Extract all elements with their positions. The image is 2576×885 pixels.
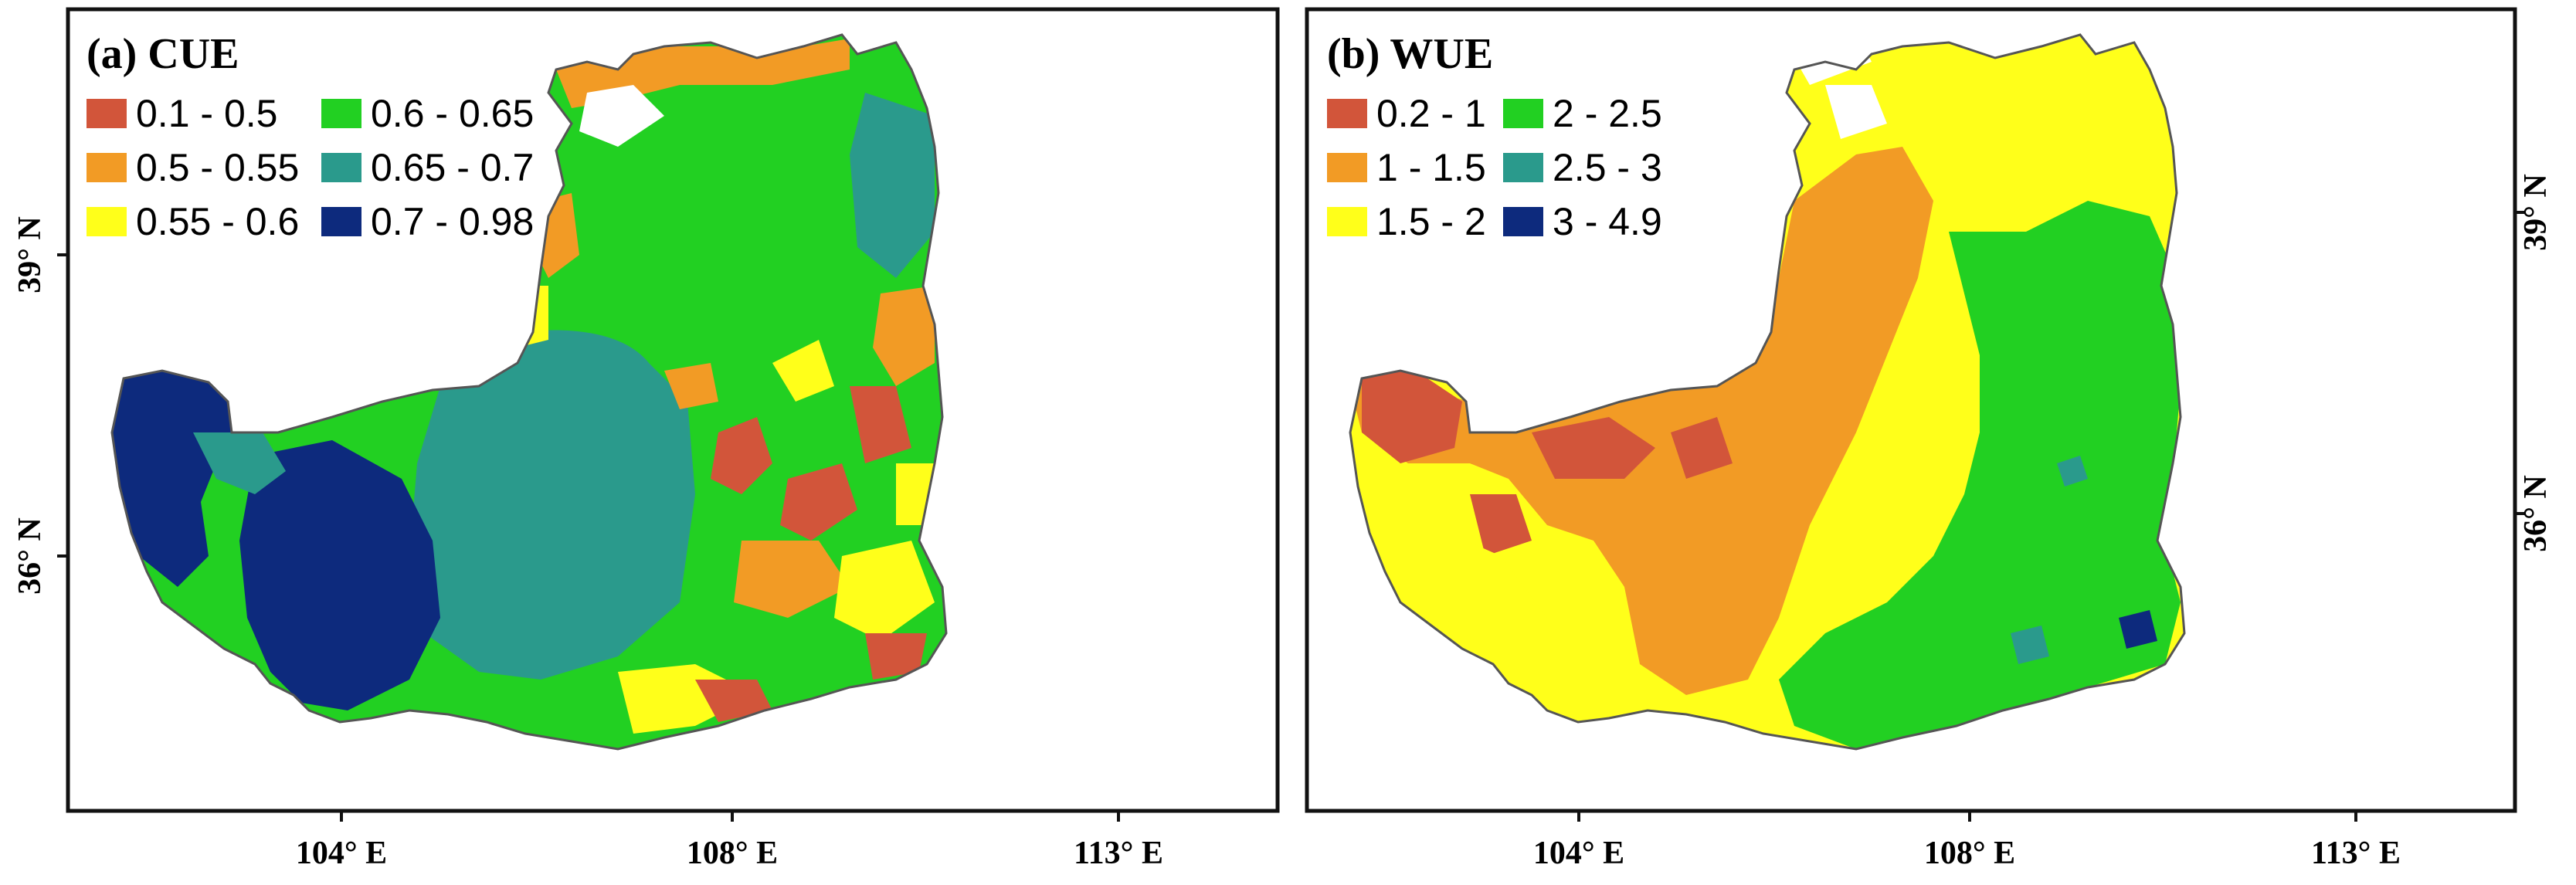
legend-swatch-cue-1 [87,99,127,128]
y-tick-label-wue-36: 36° N [2518,475,2554,552]
y-tick-label-cue-39: 39° N [12,216,48,293]
legend-label-cue-3: 0.55 - 0.6 [136,200,299,243]
x-tick-label-cue-104: 104° E [296,836,387,871]
legend-label-wue-5: 2.5 - 3 [1553,146,1662,189]
x-tick-label-cue-113: 113° E [1074,836,1163,871]
x-tick-label-cue-108: 108° E [687,836,778,871]
legend-label-cue-1: 0.1 - 0.5 [136,92,277,135]
y-tick-label-wue-39: 39° N [2518,174,2554,251]
legend-swatch-wue-4 [1503,99,1543,128]
legend-swatch-wue-6 [1503,207,1543,236]
y-axis-wue [2515,211,2526,515]
panel-wue: (b) WUE 0.2 - 1 1 - 1.5 1.5 - 2 2 - 2.5 … [1305,7,2554,871]
panel-title-cue: (a) CUE [87,30,239,78]
legend-label-wue-3: 1.5 - 2 [1376,200,1486,243]
legend-label-cue-6: 0.7 - 0.98 [371,200,534,243]
legend-swatch-wue-1 [1327,99,1367,128]
legend-swatch-cue-3 [87,207,127,236]
legend-wue: 0.2 - 1 1 - 1.5 1.5 - 2 2 - 2.5 2.5 - 3 … [1327,92,1662,243]
legend-cue: 0.1 - 0.5 0.5 - 0.55 0.55 - 0.6 0.6 - 0.… [87,92,534,243]
legend-swatch-cue-4 [321,99,361,128]
legend-label-wue-4: 2 - 2.5 [1553,92,1662,135]
legend-swatch-wue-3 [1327,207,1367,236]
legend-label-cue-2: 0.5 - 0.55 [136,146,299,189]
legend-swatch-wue-5 [1503,153,1543,182]
panel-cue: (a) CUE 0.1 - 0.5 0.5 - 0.55 0.55 - 0.6 … [12,7,1280,871]
legend-swatch-cue-5 [321,153,361,182]
x-tick-label-wue-113: 113° E [2311,836,2401,871]
legend-swatch-wue-2 [1327,153,1367,182]
y-tick-label-cue-36: 36° N [12,517,48,595]
legend-swatch-cue-2 [87,153,127,182]
legend-label-cue-4: 0.6 - 0.65 [371,92,534,135]
y-axis-cue [57,253,68,558]
x-tick-label-wue-108: 108° E [1924,836,2015,871]
x-tick-label-wue-104: 104° E [1533,836,1624,871]
x-axis-cue [340,811,1120,822]
legend-swatch-cue-6 [321,207,361,236]
x-axis-wue [1577,811,2357,822]
legend-label-wue-2: 1 - 1.5 [1376,146,1486,189]
legend-label-cue-5: 0.65 - 0.7 [371,146,534,189]
legend-label-wue-1: 0.2 - 1 [1376,92,1486,135]
panel-title-wue: (b) WUE [1327,30,1493,78]
legend-label-wue-6: 3 - 4.9 [1553,200,1662,243]
